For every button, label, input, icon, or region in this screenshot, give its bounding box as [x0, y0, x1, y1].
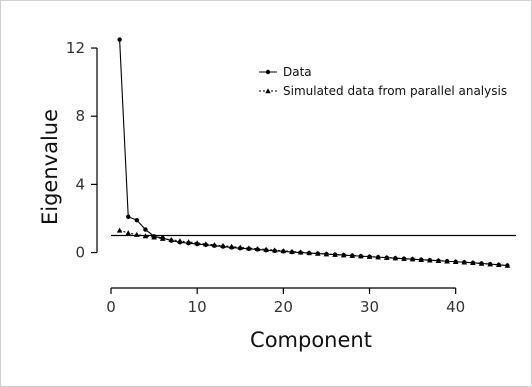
series-point-triangle [401, 255, 407, 261]
series-point-triangle [177, 238, 183, 244]
series-line-1 [119, 39, 508, 267]
series-point-triangle [263, 246, 269, 252]
y-tick-label: 4 [75, 175, 85, 193]
series-point-triangle [409, 256, 416, 262]
series-point-circle [126, 214, 131, 219]
series-point-triangle [228, 243, 235, 249]
series-point-triangle [435, 257, 442, 263]
series-point-triangle [289, 248, 295, 254]
series-point-triangle [487, 261, 493, 267]
series-point-triangle [246, 245, 252, 251]
series-point-triangle [383, 254, 390, 260]
series-point-triangle [461, 259, 468, 265]
axes: 0 4 8 12 0 10 20 30 40 [66, 39, 465, 316]
series-point-triangle [271, 247, 278, 253]
legend-label-2: Simulated data from parallel analysis [283, 84, 507, 98]
series-point-triangle [452, 258, 459, 264]
series-point-triangle [116, 227, 123, 233]
series-point-triangle [220, 242, 226, 248]
series-point-triangle [470, 259, 476, 266]
series-point-triangle [340, 252, 347, 258]
series-point-triangle [306, 250, 312, 256]
legend-marker-circle [265, 69, 271, 75]
series-group [116, 37, 511, 268]
series-line-2 [119, 229, 508, 267]
x-tick-label: 0 [106, 298, 116, 316]
series-point-triangle [375, 254, 381, 260]
series-point-triangle [358, 253, 364, 259]
series-point-triangle [349, 252, 356, 258]
x-tick-label: 10 [188, 298, 207, 316]
series-point-triangle [151, 234, 157, 240]
y-axis-title: Eigenvalue [38, 109, 62, 225]
x-tick-label: 20 [274, 298, 293, 316]
series-point-triangle [495, 262, 502, 268]
series-point-triangle [280, 248, 287, 254]
y-tick-label: 12 [66, 39, 85, 57]
y-tick-label: 0 [75, 244, 85, 262]
x-tick-label: 40 [446, 298, 465, 316]
series-point-triangle [194, 240, 200, 246]
series-point-triangle [254, 246, 261, 252]
series-point-triangle [159, 235, 166, 241]
series-point-triangle [168, 236, 175, 243]
series-point-triangle [332, 251, 338, 257]
series-point-triangle [392, 255, 399, 261]
series-point-circle [143, 227, 148, 232]
series-point-triangle [444, 258, 450, 264]
y-tick-label: 8 [75, 107, 85, 125]
series-point-triangle [142, 233, 149, 239]
series-point-triangle [504, 262, 511, 268]
x-axis-title: Component [250, 328, 372, 352]
series-point-triangle [185, 239, 192, 245]
series-point-triangle [366, 253, 373, 259]
series-point-triangle [418, 256, 425, 262]
series-point-triangle [202, 241, 209, 247]
legend: Data Simulated data from parallel analysi… [259, 65, 507, 98]
series-point-triangle [315, 250, 321, 256]
series-point-triangle [237, 244, 244, 250]
series-point-triangle [427, 257, 433, 263]
series-point-triangle [323, 251, 330, 257]
series-point-triangle [125, 230, 132, 236]
series-point-triangle [478, 260, 485, 266]
x-tick-label: 30 [360, 298, 379, 316]
legend-marker-triangle [265, 88, 271, 94]
series-point-triangle [211, 242, 218, 248]
legend-label-1: Data [283, 65, 312, 79]
series-point-triangle [134, 231, 140, 237]
series-point-triangle [297, 249, 304, 255]
series-point-circle [134, 217, 140, 223]
series-point-circle [117, 37, 122, 42]
